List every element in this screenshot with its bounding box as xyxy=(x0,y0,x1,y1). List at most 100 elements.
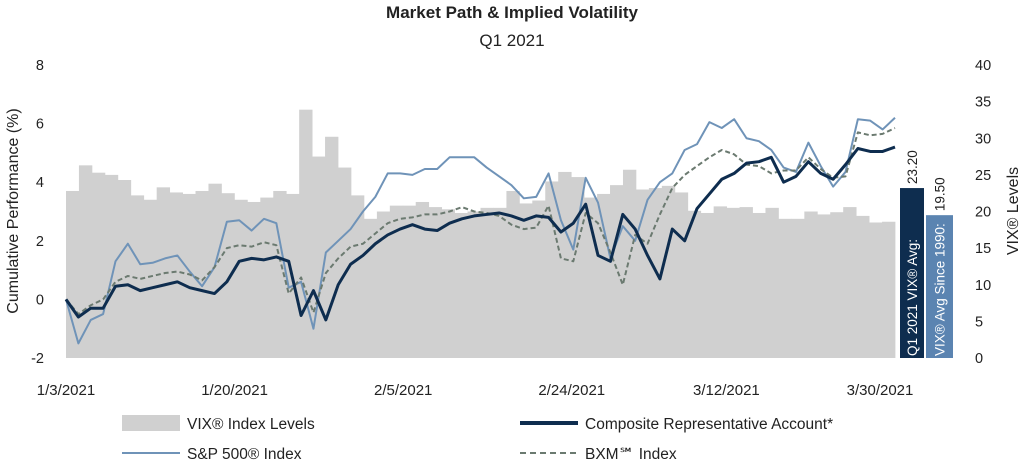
x-tick-label: 1/20/2021 xyxy=(201,382,268,399)
y-axis-right-label: VIX® Levels xyxy=(1005,167,1022,255)
x-tick-label: 3/12/2021 xyxy=(693,382,760,399)
y-left-tick-label: -2 xyxy=(31,351,44,367)
x-tick-label: 1/3/2021 xyxy=(37,382,95,399)
y-right-tick-label: 40 xyxy=(975,58,991,74)
legend-label-vix: VIX® Index Levels xyxy=(187,416,315,433)
vix-bar xyxy=(817,214,831,358)
vix-historical-average-bar-value: 19.50 xyxy=(933,177,948,211)
vix-bars-group xyxy=(66,109,896,359)
vix-bar xyxy=(778,218,792,358)
vix-bar xyxy=(519,203,533,358)
x-tick-label: 3/30/2021 xyxy=(847,382,914,399)
vix-bar xyxy=(493,207,507,358)
legend-label-composite: Composite Representative Account* xyxy=(585,416,833,433)
vix-bar xyxy=(610,185,624,358)
vix-bar xyxy=(66,190,80,358)
vix-bar xyxy=(739,207,753,358)
vix-bar xyxy=(700,212,715,358)
vix-bar xyxy=(713,206,728,358)
vix-bar xyxy=(597,193,611,358)
vix-bar xyxy=(661,185,676,358)
x-tick-label: 2/5/2021 xyxy=(374,382,432,399)
vix-historical-average-bar-label: VIX® Avg Since 1990: xyxy=(933,223,948,356)
vix-bar xyxy=(221,193,235,358)
legend-label-sp500: S&P 500® Index xyxy=(187,446,302,463)
y-left-tick-label: 2 xyxy=(36,234,44,250)
vix-bar xyxy=(454,212,468,358)
vix-bar xyxy=(467,211,481,358)
vix-bar xyxy=(428,207,443,358)
composite-line xyxy=(64,145,896,322)
vix-bar xyxy=(843,207,857,358)
vix-bar xyxy=(506,190,520,358)
vix-bar xyxy=(117,180,132,358)
y-left-tick-label: 6 xyxy=(36,117,44,133)
axes-group: -2 0 2 4 6 8 0 5 10 15 20 25 30 35 40 1/3/2021 1/20/2021… xyxy=(31,58,991,399)
vix-bar xyxy=(376,211,391,358)
y-left-tick-label: 0 xyxy=(36,292,44,308)
y-left-tick-label: 8 xyxy=(36,58,44,74)
vix-bar xyxy=(752,212,766,358)
vix-q1-average-bar xyxy=(900,188,924,358)
vix-bar xyxy=(674,192,689,358)
vix-bar xyxy=(856,215,870,358)
vix-bar xyxy=(882,221,896,358)
y-right-tick-label: 35 xyxy=(975,95,991,111)
vix-bar xyxy=(480,207,494,358)
sp500-line xyxy=(65,117,896,345)
vix-q1-average-bar-value: 23.20 xyxy=(905,150,920,184)
vix-bar xyxy=(869,222,883,358)
legend-swatch-vix xyxy=(122,415,180,431)
vix-bar xyxy=(415,201,430,358)
vix-bar xyxy=(363,218,378,358)
vix-bar xyxy=(441,209,455,358)
y-right-tick-label: 25 xyxy=(975,168,991,184)
chart-title: Market Path & Implied Volatility xyxy=(386,3,638,22)
vix-bar xyxy=(622,169,637,358)
bxm-line xyxy=(65,127,896,316)
vix-bar xyxy=(338,167,352,358)
x-tick-label: 2/24/2021 xyxy=(538,382,605,399)
legend-label-bxm: BXM℠ Index xyxy=(585,446,677,463)
vix-bar xyxy=(687,210,702,358)
vix-bar xyxy=(532,200,546,358)
vix-bar xyxy=(234,199,248,358)
chart-subtitle: Q1 2021 xyxy=(479,31,544,50)
vix-bar xyxy=(104,174,119,359)
vix-bar xyxy=(156,187,171,358)
legend: VIX® Index Levels Composite Representativ… xyxy=(122,415,833,463)
vix-q1-average-bar-label: Q1 2021 VIX® Avg: xyxy=(905,239,920,356)
vix-bar xyxy=(635,189,650,358)
vix-bar xyxy=(558,171,572,358)
vix-average-bars: Q1 2021 VIX® Avg: 23.20 VIX® Avg Since 199… xyxy=(900,150,953,358)
vix-bar xyxy=(830,212,844,358)
vix-bar xyxy=(91,172,106,358)
vix-bar xyxy=(350,195,365,358)
vix-bar xyxy=(273,190,287,358)
y-right-tick-label: 30 xyxy=(975,131,991,147)
vix-bar xyxy=(130,195,145,358)
y-left-tick-label: 4 xyxy=(36,175,44,191)
vix-bar xyxy=(571,177,585,358)
vix-bar xyxy=(260,197,274,358)
vix-historical-average-bar xyxy=(926,215,953,358)
y-right-tick-label: 0 xyxy=(975,351,983,367)
vix-bar xyxy=(143,199,158,358)
vix-bar xyxy=(247,201,261,358)
vix-bar xyxy=(195,190,209,358)
vix-bar xyxy=(765,207,779,358)
vix-bar xyxy=(389,205,404,358)
y-axis-left-label: Cumulative Performance (%) xyxy=(5,108,22,313)
y-right-tick-label: 5 xyxy=(975,314,983,330)
vix-bar xyxy=(791,218,805,358)
vix-bar xyxy=(182,193,196,358)
y-right-tick-label: 10 xyxy=(975,278,991,294)
y-right-tick-label: 20 xyxy=(975,205,991,221)
y-right-tick-label: 15 xyxy=(975,241,991,257)
vix-bar xyxy=(726,207,740,358)
series-lines-group xyxy=(64,117,896,345)
vix-bar xyxy=(169,192,183,358)
vix-bar xyxy=(804,211,818,358)
vix-bar xyxy=(208,183,222,358)
